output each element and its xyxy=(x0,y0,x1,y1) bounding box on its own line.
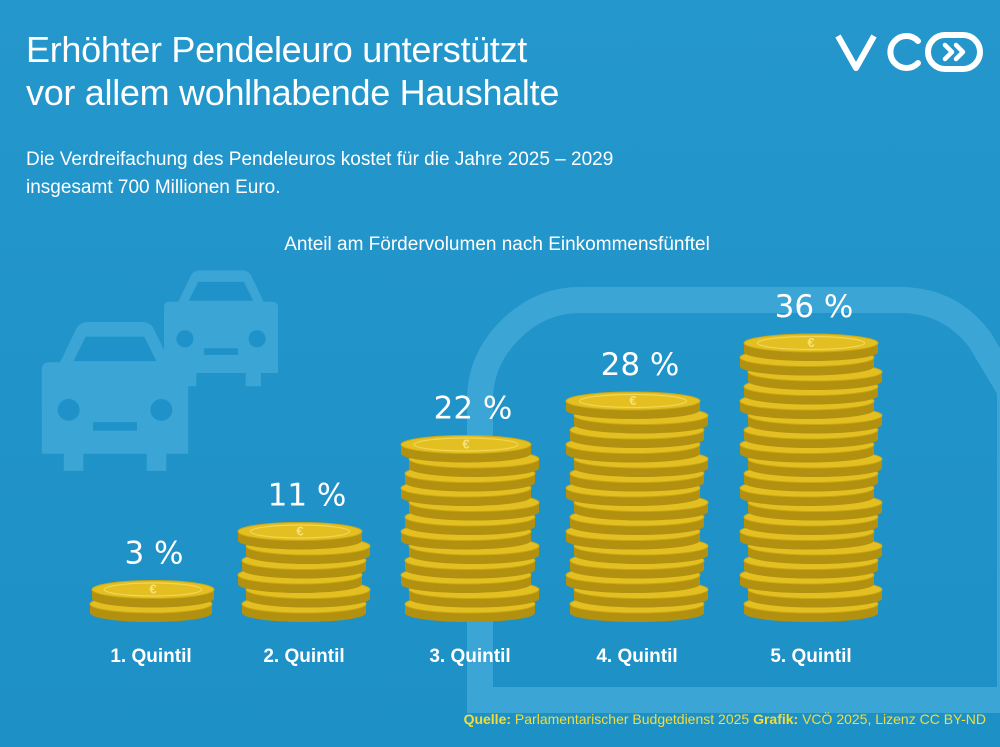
value-label: 28 % xyxy=(601,347,680,383)
category-label: 4. Quintil xyxy=(596,646,677,667)
car-icon xyxy=(41,322,189,471)
value-label: 22 % xyxy=(434,391,513,427)
subtitle-line-2: insgesamt 700 Millionen Euro. xyxy=(26,177,281,198)
coin-stack-bar: € xyxy=(400,435,540,622)
svg-text:€: € xyxy=(296,524,303,539)
graphic-text: VCÖ 2025, Lizenz CC BY-ND xyxy=(802,711,986,727)
large-car-silhouette xyxy=(467,287,1000,713)
title-line-1: Erhöhter Pendeleuro unterstützt xyxy=(26,29,528,70)
source-footer: Quelle: Parlamentarischer Budgetdienst 2… xyxy=(464,711,986,727)
value-label: 36 % xyxy=(775,289,854,325)
chart-title: Anteil am Fördervolumen nach Einkommensf… xyxy=(284,234,710,255)
source-label: Quelle: xyxy=(463,711,512,727)
svg-text:€: € xyxy=(629,393,636,408)
coin-stack-bar: € xyxy=(237,522,371,622)
value-label: 11 % xyxy=(268,478,347,514)
subtitle: Die Verdreifachung des Pendeleuros koste… xyxy=(26,146,613,202)
subtitle-line-1: Die Verdreifachung des Pendeleuros koste… xyxy=(26,149,614,170)
title-line-2: vor allem wohlhabende Haushalte xyxy=(26,72,560,113)
svg-text:€: € xyxy=(807,335,814,350)
category-label: 1. Quintil xyxy=(110,646,191,667)
background-decor xyxy=(41,270,1000,713)
svg-text:€: € xyxy=(149,582,156,597)
page-title: Erhöhter Pendeleuro unterstützt vor alle… xyxy=(26,28,559,114)
category-label: 3. Quintil xyxy=(429,646,510,667)
graphic-label: Grafik: xyxy=(753,711,799,727)
coin-stack-bar: € xyxy=(89,580,215,622)
coin-stack-bar: € xyxy=(565,391,709,622)
category-label: 5. Quintil xyxy=(770,646,851,667)
car-icon xyxy=(164,270,278,387)
source-text: Parlamentarischer Budgetdienst 2025 xyxy=(514,711,750,727)
svg-text:€: € xyxy=(462,437,469,452)
category-label: 2. Quintil xyxy=(263,646,344,667)
vco-logo-icon xyxy=(835,32,983,72)
value-label: 3 % xyxy=(124,536,183,572)
coin-stack-bar: € xyxy=(739,333,883,622)
